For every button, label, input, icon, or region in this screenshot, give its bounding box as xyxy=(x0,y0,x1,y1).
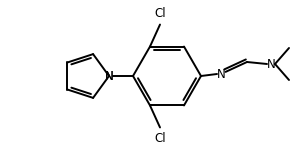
Text: Cl: Cl xyxy=(154,7,166,20)
Text: N: N xyxy=(217,67,225,80)
Text: N: N xyxy=(105,69,113,82)
Text: N: N xyxy=(105,69,113,82)
Text: Cl: Cl xyxy=(154,132,166,145)
Text: N: N xyxy=(267,58,275,71)
